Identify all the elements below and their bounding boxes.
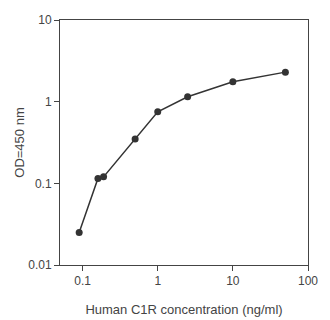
svg-text:0.1: 0.1 [74, 274, 91, 288]
svg-text:Human C1R concentration (ng/ml: Human C1R concentration (ng/ml) [85, 302, 282, 317]
svg-text:100: 100 [298, 274, 318, 288]
svg-text:0.1: 0.1 [35, 177, 52, 191]
svg-text:10: 10 [226, 274, 240, 288]
svg-text:0.01: 0.01 [28, 258, 52, 272]
svg-text:10: 10 [38, 13, 52, 27]
svg-text:OD=450 nm: OD=450 nm [12, 107, 27, 177]
svg-text:1: 1 [154, 274, 161, 288]
svg-text:1: 1 [45, 95, 52, 109]
